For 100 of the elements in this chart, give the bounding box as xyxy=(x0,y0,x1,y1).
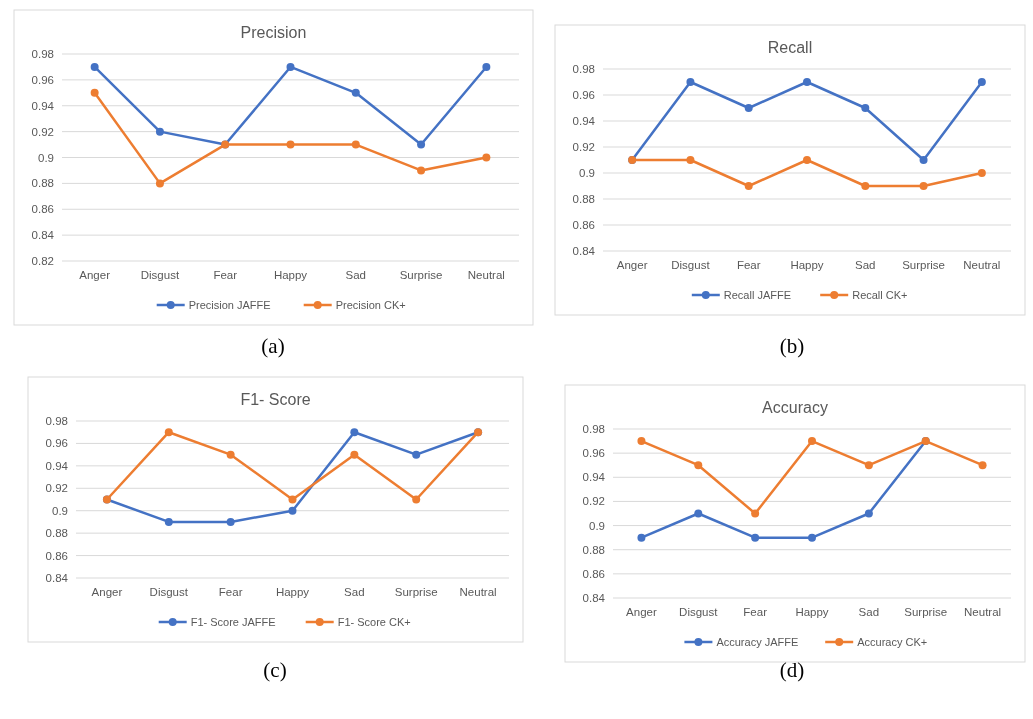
point xyxy=(803,78,811,86)
text: (a) xyxy=(261,334,285,358)
point xyxy=(864,461,873,470)
x-tick-label: Sad xyxy=(345,269,367,281)
point xyxy=(978,461,987,470)
legend-label: F1- Score JAFFE xyxy=(190,615,276,628)
y-tick-label: 0.92 xyxy=(45,482,68,495)
y-tick-label: 0.98 xyxy=(582,423,605,436)
point xyxy=(861,104,870,112)
y-tick-label: 0.94 xyxy=(582,471,606,484)
point xyxy=(637,533,646,542)
legend-label: Accuracy CK+ xyxy=(857,635,928,648)
point xyxy=(694,461,703,470)
y-tick-label: 0.88 xyxy=(31,177,54,190)
x-tick-label: Happy xyxy=(795,606,829,618)
legend-label: Accuracy JAFFE xyxy=(716,635,799,648)
x-tick-label: Happy xyxy=(275,586,310,598)
point xyxy=(861,182,870,190)
x-tick-label: Surprise xyxy=(394,586,438,598)
point xyxy=(417,140,426,149)
x-tick-label: Disgust xyxy=(671,259,711,271)
legend-label: Recall CK+ xyxy=(852,288,908,301)
y-tick-label: 0.98 xyxy=(31,48,54,61)
legend-label: Precision CK+ xyxy=(335,298,406,311)
point xyxy=(412,450,421,459)
point xyxy=(482,153,491,162)
point xyxy=(694,509,703,518)
x-tick-label: Neutral xyxy=(459,586,497,598)
y-tick-label: 0.94 xyxy=(31,99,55,112)
y-tick-label: 0.9 xyxy=(589,519,605,532)
text: (c) xyxy=(263,658,287,682)
point xyxy=(744,182,753,190)
x-tick-label: Sad xyxy=(858,606,880,618)
x-tick-label: Anger xyxy=(91,586,123,598)
chart-title: F1- Score xyxy=(240,391,311,408)
point xyxy=(864,509,873,518)
y-tick-label: 0.88 xyxy=(572,193,595,206)
x-tick-label: Anger xyxy=(626,606,657,618)
point xyxy=(977,169,986,177)
y-tick-label: 0.94 xyxy=(572,115,596,128)
x-tick-label: Sad xyxy=(344,586,365,598)
y-tick-label: 0.88 xyxy=(45,527,68,540)
point xyxy=(164,428,173,437)
y-tick-label: 0.96 xyxy=(572,89,595,102)
x-tick-label: Surprise xyxy=(399,269,443,281)
point xyxy=(686,156,695,164)
x-tick-label: Fear xyxy=(218,586,243,598)
x-tick-label: Disgust xyxy=(149,586,189,598)
point xyxy=(226,450,235,459)
point xyxy=(417,166,426,175)
y-tick-label: 0.92 xyxy=(572,141,595,154)
x-tick-label: Disgust xyxy=(679,606,719,618)
x-tick-label: Fear xyxy=(743,606,768,618)
y-tick-label: 0.98 xyxy=(45,415,68,428)
point xyxy=(412,495,421,504)
legend-label: Recall JAFFE xyxy=(723,288,792,301)
point xyxy=(90,62,99,71)
x-tick-label: Fear xyxy=(213,269,238,281)
text: (b) xyxy=(779,334,805,358)
legend-label: F1- Score CK+ xyxy=(337,615,411,628)
point xyxy=(803,156,811,164)
point xyxy=(351,88,360,97)
x-tick-label: Happy xyxy=(790,259,824,271)
point xyxy=(744,104,753,112)
x-tick-label: Neutral xyxy=(467,269,505,281)
y-tick-label: 0.92 xyxy=(582,495,605,508)
point xyxy=(751,509,760,518)
y-tick-label: 0.96 xyxy=(582,447,605,460)
y-tick-label: 0.88 xyxy=(582,543,605,556)
point xyxy=(919,156,928,164)
point xyxy=(155,179,164,188)
y-tick-label: 0.94 xyxy=(45,459,69,472)
point xyxy=(155,127,164,136)
point xyxy=(686,78,695,86)
point xyxy=(637,437,646,446)
point xyxy=(288,506,297,515)
y-tick-label: 0.96 xyxy=(31,73,54,86)
point xyxy=(286,62,295,71)
y-tick-label: 0.86 xyxy=(45,549,68,562)
y-tick-label: 0.86 xyxy=(31,203,54,216)
point xyxy=(286,140,295,149)
y-tick-label: 0.98 xyxy=(572,63,595,76)
point xyxy=(808,533,816,542)
chart-title: Accuracy xyxy=(762,399,828,416)
x-tick-label: Neutral xyxy=(963,259,1001,271)
y-tick-label: 0.92 xyxy=(31,125,54,138)
x-tick-label: Neutral xyxy=(964,606,1002,618)
x-tick-label: Surprise xyxy=(902,259,945,271)
point xyxy=(288,495,297,504)
chart-title: Recall xyxy=(767,39,813,56)
x-tick-label: Happy xyxy=(273,269,308,281)
x-tick-label: Anger xyxy=(616,259,648,271)
y-tick-label: 0.96 xyxy=(45,437,68,450)
point xyxy=(164,517,173,526)
x-tick-label: Anger xyxy=(79,269,111,281)
text: (d) xyxy=(779,658,805,682)
point xyxy=(977,78,986,86)
point xyxy=(350,450,359,459)
y-tick-label: 0.84 xyxy=(572,245,596,258)
point xyxy=(919,182,928,190)
